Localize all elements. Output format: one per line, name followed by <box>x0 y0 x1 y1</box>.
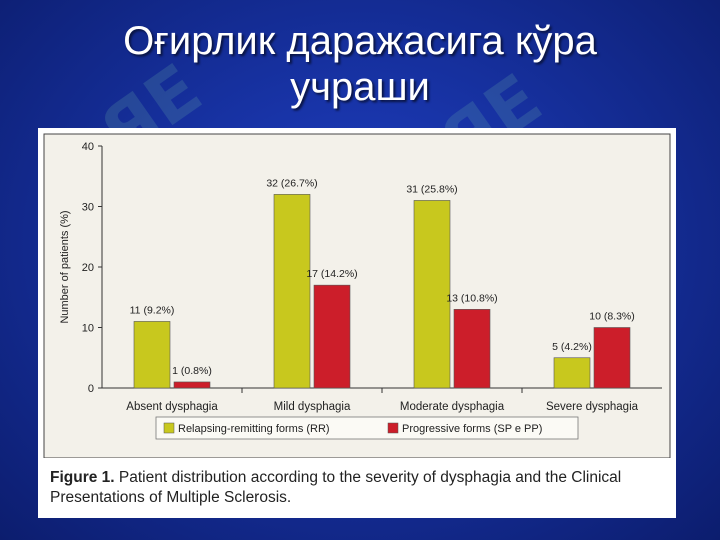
data-label: 10 (8.3%) <box>589 311 635 323</box>
chart-frame <box>43 133 671 458</box>
y-tick-label: 30 <box>82 202 94 214</box>
legend-box <box>155 416 579 440</box>
y-tick-label: 20 <box>82 262 94 274</box>
figure-panel: 0 10 20 30 40 Number of patients (%) Absent dy… <box>38 128 676 518</box>
slide-title: Оғирлик даражасига кўра учраши <box>0 18 720 110</box>
data-label: 31 (25.8%) <box>406 183 457 195</box>
bar <box>553 357 591 389</box>
figure-caption: Figure 1. Patient distribution according… <box>50 468 670 508</box>
y-axis-label: Number of patients (%) <box>59 210 71 323</box>
x-tick-label: Severe dysphagia <box>546 401 639 413</box>
legend-entry: Relapsing-remitting forms (RR) <box>178 423 330 435</box>
data-label: 1 (0.8%) <box>172 365 212 377</box>
caption-text: Patient distribution according to the se… <box>50 469 622 506</box>
legend-swatch <box>387 422 399 434</box>
x-tick-label: Absent dysphagia <box>126 401 218 413</box>
legend-entry: Progressive forms (SP e PP) <box>402 423 542 435</box>
data-label: 13 (10.8%) <box>446 292 497 304</box>
bar <box>173 381 211 389</box>
bar-chart: 0 10 20 30 40 Number of patients (%) Absent dy… <box>43 133 671 458</box>
bar <box>313 284 351 389</box>
caption-label: Figure 1. <box>50 469 119 486</box>
legend-swatch <box>163 422 175 434</box>
bar <box>413 200 451 389</box>
bar <box>273 194 311 389</box>
slide-title-line-2: учраши <box>290 65 430 109</box>
data-label: 32 (26.7%) <box>266 177 317 189</box>
data-label: 5 (4.2%) <box>552 341 592 353</box>
y-tick-label: 10 <box>82 323 94 335</box>
bar <box>593 327 631 389</box>
x-tick-label: Mild dysphagia <box>274 401 351 413</box>
bar <box>453 309 491 389</box>
y-tick-label: 0 <box>88 383 94 395</box>
data-label: 11 (9.2%) <box>130 304 175 316</box>
data-label: 17 (14.2%) <box>306 268 357 280</box>
x-tick-label: Moderate dysphagia <box>400 401 505 413</box>
y-tick-label: 40 <box>82 141 94 153</box>
bar <box>133 321 171 389</box>
slide-title-line-1: Оғирлик даражасига кўра <box>123 19 597 63</box>
